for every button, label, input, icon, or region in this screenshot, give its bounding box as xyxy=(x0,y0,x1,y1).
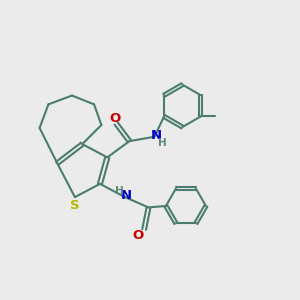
Text: O: O xyxy=(109,112,121,125)
Text: S: S xyxy=(70,199,79,212)
Text: H: H xyxy=(158,138,167,148)
Text: N: N xyxy=(121,189,132,202)
Text: H: H xyxy=(115,186,124,196)
Text: N: N xyxy=(151,129,162,142)
Text: O: O xyxy=(132,229,143,242)
